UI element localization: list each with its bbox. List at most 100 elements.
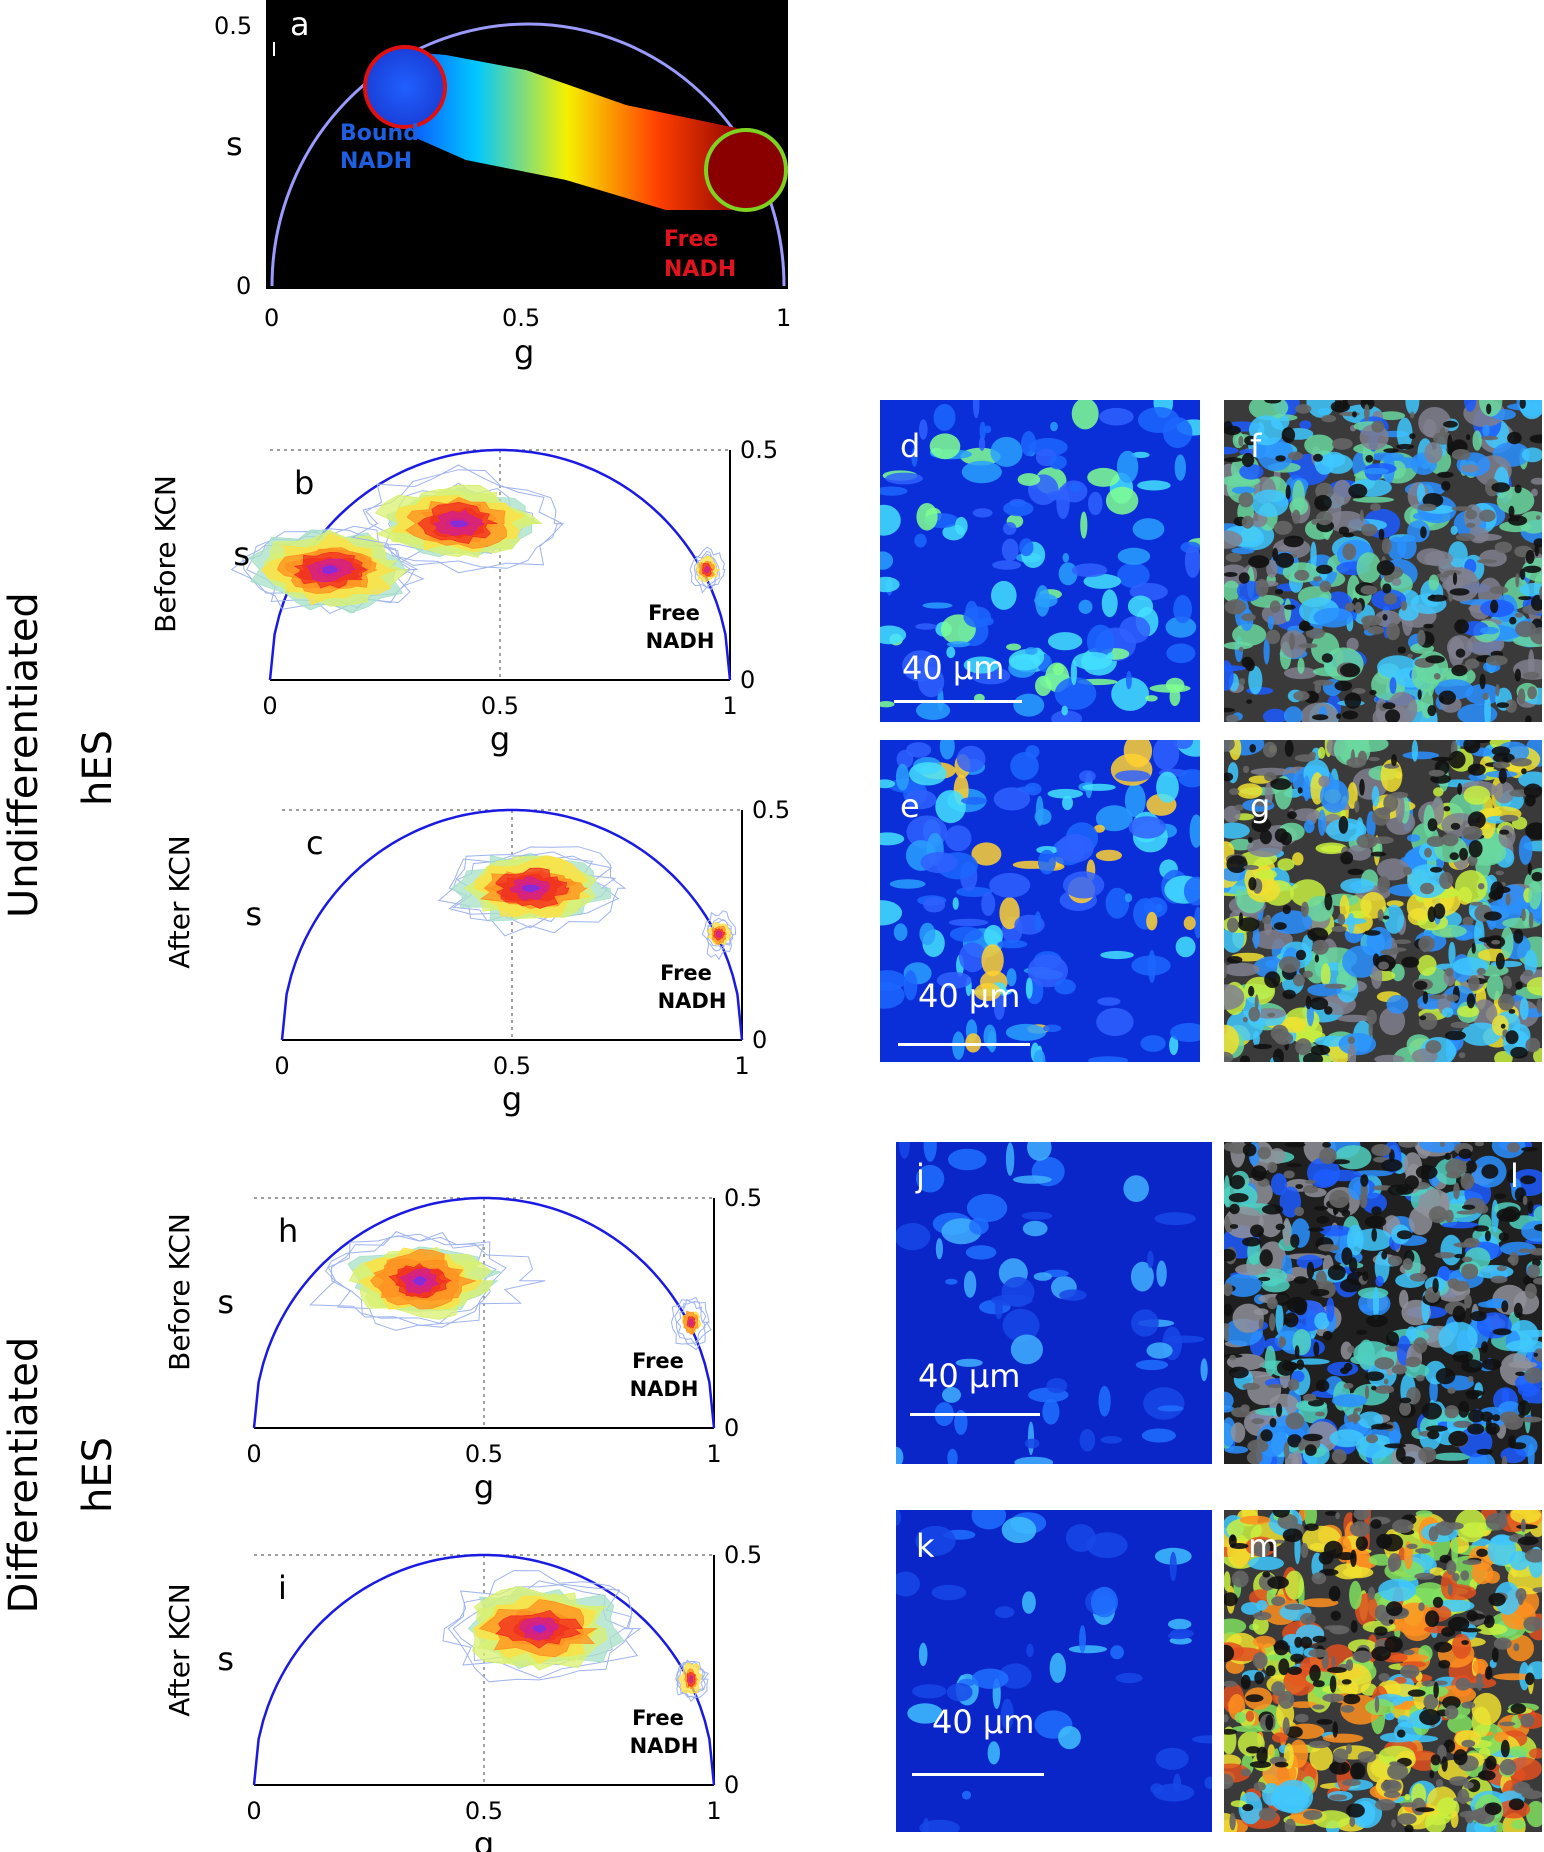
img-g-dark-spot [1224,962,1228,979]
img-g-dark-spot [1418,1012,1438,1030]
img-m-dark-spot [1407,1689,1426,1697]
img-g-dark-spot [1307,927,1329,942]
img-m-blob [1509,1550,1530,1571]
img-m-blob [1252,1616,1269,1635]
img-l-blob [1506,1339,1542,1353]
img-g-dark-spot [1270,778,1292,790]
img-f-dark-spot [1293,690,1310,701]
img-g-dark-spot [1366,1009,1377,1025]
img-g-dark-spot [1449,852,1459,861]
panel-letter-h: h [278,1212,298,1250]
img-g-blob [1433,787,1444,797]
img-e-blob [956,745,986,773]
img-m-dark-spot [1520,1518,1526,1533]
img-m-dark-spot [1384,1636,1403,1653]
img-d-blob [1024,647,1038,655]
img-g-blob [1395,792,1405,823]
img-f-dark-spot [1321,414,1337,423]
img-d-blob [880,576,900,593]
img-f-dark-spot [1519,400,1526,409]
img-l-dark-spot [1484,1230,1491,1242]
img-g-dark-spot [1443,806,1451,812]
img-f-dark-spot [1298,643,1318,649]
img-l-dark-spot [1385,1331,1400,1347]
img-l-dark-spot [1313,1205,1329,1211]
img-f-dark-spot [1344,692,1362,709]
img-k-blob [1153,1783,1195,1802]
img-m-dark-spot [1485,1512,1508,1531]
img-j-blob [948,1148,987,1171]
img-f-blob [1450,525,1458,535]
img-d-blob [1107,652,1114,660]
free-nadh-label-i-2: NADH [630,1734,699,1758]
img-m-blob [1301,1598,1339,1608]
img-e-blob [1047,788,1084,799]
img-l-dark-spot [1316,1215,1330,1224]
img-f-dark-spot [1383,593,1398,605]
img-l-dark-spot [1267,1384,1284,1389]
phasor-ytick-0.5-c: 0.5 [752,796,790,824]
img-l-dark-spot [1329,1190,1350,1208]
img-g-dark-spot [1295,1038,1312,1056]
img-f-dark-spot [1517,688,1526,705]
img-g-dark-spot [1466,993,1476,1009]
img-g-blob [1320,963,1331,987]
img-j-blob [969,1217,989,1235]
img-g-dark-spot [1525,1037,1541,1053]
img-l-dark-spot [1371,1144,1391,1157]
img-g-dark-spot [1347,868,1364,875]
img-f-dark-spot [1246,699,1253,704]
img-d-blob [1001,538,1019,562]
img-m-dark-spot [1328,1585,1341,1602]
img-m-dark-spot [1374,1696,1380,1713]
img-f-dark-spot [1465,509,1477,520]
img-d-blob [1070,659,1077,686]
img-m-dark-spot [1265,1665,1276,1677]
img-f-dark-spot [1466,434,1471,441]
phasor-contour-h-1-2 [676,1301,706,1344]
img-l-dark-spot [1465,1160,1477,1173]
img-e-blob [1034,808,1052,825]
img-g-dark-spot [1459,847,1468,861]
img-l-dark-spot [1467,1423,1485,1435]
img-l-dark-spot [1534,1224,1542,1232]
img-d-blob [992,560,1022,570]
phasor-contour-b-2-1 [694,553,720,589]
img-e-blob [1114,770,1151,782]
img-j-blob [1157,1405,1184,1412]
img-l-dark-spot [1224,1323,1230,1329]
img-l-dark-spot [1371,1206,1382,1216]
img-l-dark-spot [1371,1385,1377,1391]
img-m-dark-spot [1532,1587,1542,1593]
img-l-dark-spot [1294,1276,1308,1284]
img-l-dark-spot [1462,1256,1473,1263]
phasor-ylabel-b: s [233,535,250,573]
img-l-dark-spot [1387,1184,1409,1196]
phasor-xtick-0-c: 0 [274,1052,289,1080]
img-g-dark-spot [1248,877,1257,891]
img-l-blob [1404,1363,1430,1379]
img-m-blob [1506,1757,1542,1781]
phasor-xtick-1-c: 1 [734,1052,749,1080]
img-f-dark-spot [1433,673,1441,680]
img-g-blob [1337,1014,1371,1023]
img-l-blob [1326,1169,1362,1182]
img-k-blob [1079,1625,1086,1654]
img-f-dark-spot [1376,560,1395,576]
free-nadh-label-b-1: Free [648,601,700,625]
img-f-blob [1224,446,1239,455]
micrograph-m [1224,1510,1542,1832]
img-f-blob [1224,580,1240,602]
img-d-blob [1173,595,1192,624]
img-m-dark-spot [1341,1679,1352,1685]
condition-label-i: After KCN [163,1583,196,1717]
img-g-dark-spot [1273,922,1287,930]
img-f-dark-spot [1382,702,1396,710]
img-l-dark-spot [1460,1173,1475,1190]
img-m-dark-spot [1421,1680,1436,1687]
img-m-dark-spot [1333,1748,1349,1763]
group-label-undifferentiated-line2: hES [75,730,121,807]
img-k-blob [1168,1618,1192,1630]
img-m-dark-spot [1335,1512,1340,1520]
img-l-dark-spot [1331,1159,1350,1165]
